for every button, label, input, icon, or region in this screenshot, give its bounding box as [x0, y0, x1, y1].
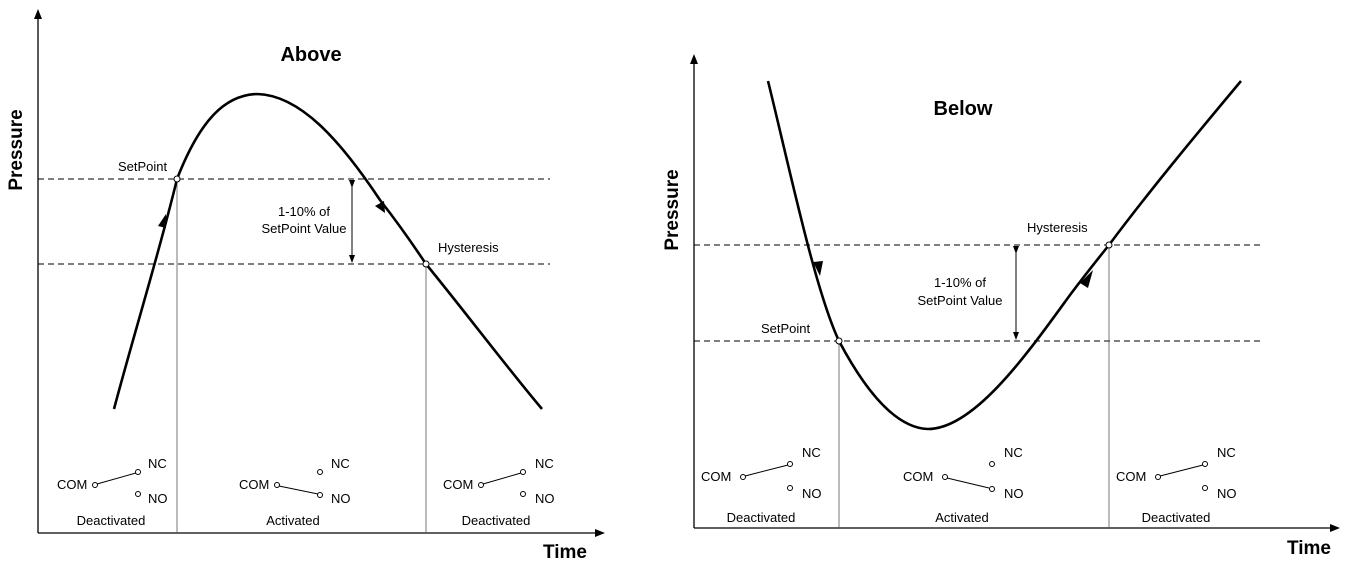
- y-axis-label: Pressure: [662, 169, 683, 250]
- com-label: COM: [443, 477, 473, 492]
- state-label: Deactivated: [727, 510, 796, 525]
- setpoint-marker: [173, 175, 181, 183]
- no-label: NO: [331, 491, 351, 506]
- range-text-line1: 1-10% of: [278, 204, 330, 219]
- switch-symbol: COM NC NO: [701, 445, 822, 501]
- com-label: COM: [1116, 469, 1146, 484]
- state-label: Deactivated: [77, 513, 146, 528]
- state-label: Activated: [935, 510, 988, 525]
- no-label: NO: [1217, 486, 1237, 501]
- state-label: Activated: [266, 513, 319, 528]
- nc-label: NC: [148, 456, 167, 471]
- direction-arrow: [813, 261, 823, 276]
- switch-symbol: COM NC NO: [239, 456, 351, 506]
- pressure-curve: [112, 92, 543, 410]
- hysteresis-marker: [1105, 241, 1113, 249]
- diagram-title: Below: [934, 98, 993, 120]
- no-label: NO: [535, 491, 555, 506]
- hysteresis-label: Hysteresis: [1027, 220, 1088, 235]
- nc-label: NC: [331, 456, 350, 471]
- above-diagram: Pressure Time Above SetPoint Hysteresis …: [6, 9, 605, 562]
- direction-arrow: [1080, 270, 1093, 288]
- direction-arrow: [375, 201, 385, 213]
- x-axis-label: Time: [543, 542, 587, 562]
- switch-symbol: COM NC NO: [1116, 445, 1237, 501]
- no-label: NO: [148, 491, 168, 506]
- setpoint-label: SetPoint: [761, 321, 811, 336]
- hysteresis-marker: [422, 260, 430, 268]
- below-diagram: Pressure Time Below SetPoint Hysteresis …: [662, 54, 1340, 559]
- pressure-curve: [766, 80, 1242, 431]
- com-label: COM: [903, 469, 933, 484]
- com-label: COM: [57, 477, 87, 492]
- nc-label: NC: [535, 456, 554, 471]
- state-label: Deactivated: [1142, 510, 1211, 525]
- direction-arrow: [158, 214, 166, 228]
- no-label: NO: [1004, 486, 1024, 501]
- state-label: Deactivated: [462, 513, 531, 528]
- no-label: NO: [802, 486, 822, 501]
- range-text-line2: SetPoint Value: [917, 293, 1002, 308]
- hysteresis-label: Hysteresis: [438, 240, 499, 255]
- switch-symbol: COM NC NO: [443, 456, 555, 506]
- com-label: COM: [701, 469, 731, 484]
- range-text-line2: SetPoint Value: [261, 221, 346, 236]
- switch-symbol: COM NC NO: [57, 456, 168, 506]
- setpoint-marker: [835, 337, 843, 345]
- nc-label: NC: [1217, 445, 1236, 460]
- nc-label: NC: [1004, 445, 1023, 460]
- switch-symbol: COM NC NO: [903, 445, 1024, 501]
- range-text-line1: 1-10% of: [934, 275, 986, 290]
- x-axis-label: Time: [1287, 538, 1331, 559]
- y-axis-label: Pressure: [6, 109, 27, 190]
- nc-label: NC: [802, 445, 821, 460]
- diagram-title: Above: [280, 44, 341, 66]
- setpoint-label: SetPoint: [118, 159, 168, 174]
- com-label: COM: [239, 477, 269, 492]
